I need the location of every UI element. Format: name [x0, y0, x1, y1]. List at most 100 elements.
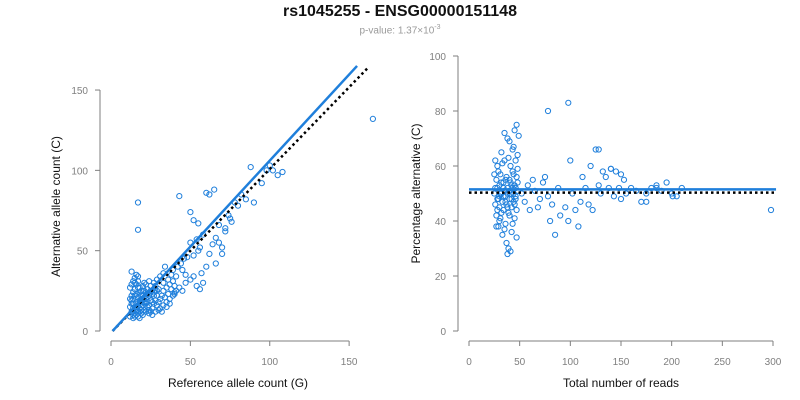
data-point — [579, 173, 586, 181]
data-point — [128, 297, 135, 304]
data-point — [153, 287, 161, 294]
data-point — [130, 300, 137, 307]
data-point — [173, 273, 180, 280]
data-point — [193, 236, 200, 243]
data-point — [496, 193, 503, 200]
data-point — [767, 206, 775, 214]
data-point — [211, 186, 218, 193]
data-point — [219, 250, 226, 257]
data-point — [142, 300, 149, 307]
data-point — [509, 146, 516, 153]
data-point — [502, 220, 509, 227]
data-point — [492, 157, 499, 164]
data-point — [227, 215, 234, 222]
x-axis-label: Reference allele count (G) — [168, 376, 308, 390]
data-point — [562, 204, 569, 211]
data-point — [219, 244, 226, 251]
x-tick-label: 250 — [714, 357, 731, 368]
data-point — [138, 307, 145, 314]
data-point — [499, 231, 506, 238]
chart-title: rs1045255 - ENSG00000151148 — [283, 3, 517, 20]
data-point — [250, 199, 257, 206]
data-point — [511, 127, 518, 134]
data-point — [595, 182, 602, 189]
data-point — [176, 284, 183, 291]
data-point — [215, 221, 222, 229]
data-point — [142, 281, 149, 288]
y-tick-label: 150 — [71, 86, 88, 97]
data-point — [494, 206, 501, 214]
data-point — [190, 217, 197, 224]
data-point — [529, 176, 536, 183]
data-point — [269, 167, 276, 174]
x-tick-label: 100 — [261, 357, 278, 368]
y-tick-label: 20 — [435, 272, 447, 283]
y-tick-label: 60 — [435, 162, 447, 173]
data-point — [134, 226, 142, 233]
data-point — [161, 263, 169, 270]
data-point — [511, 215, 518, 222]
data-point — [638, 198, 645, 205]
data-point — [190, 252, 197, 259]
data-point — [158, 308, 165, 315]
data-point — [505, 154, 512, 161]
y-tick-label: 50 — [77, 247, 89, 258]
x-tick-label: 50 — [514, 357, 526, 368]
data-point — [547, 217, 554, 225]
data-point — [526, 206, 533, 214]
data-point — [501, 129, 508, 137]
data-point — [509, 168, 516, 175]
data-point — [160, 287, 167, 294]
data-point — [620, 176, 628, 183]
data-point — [510, 171, 517, 178]
data-point — [610, 193, 618, 200]
data-point — [544, 193, 552, 200]
data-point — [512, 195, 519, 203]
x-tick-label: 150 — [613, 357, 630, 368]
data-point — [274, 172, 281, 179]
data-point — [515, 132, 522, 139]
data-point — [160, 279, 167, 286]
data-point — [141, 307, 148, 314]
data-point — [595, 146, 602, 153]
data-point — [509, 220, 516, 227]
data-point — [503, 201, 510, 208]
x-axis-label: Total number of reads — [563, 376, 679, 390]
data-point — [209, 241, 216, 248]
data-point — [127, 284, 134, 291]
data-point — [653, 182, 660, 189]
data-point — [222, 228, 229, 235]
data-point — [144, 299, 151, 306]
data-point — [206, 191, 213, 198]
data-point — [165, 276, 172, 283]
data-point — [493, 176, 500, 183]
data-point — [498, 179, 505, 186]
y-axis-label: Alternative allele count (C) — [49, 136, 63, 277]
data-point — [544, 107, 552, 115]
data-point — [514, 179, 521, 186]
data-point — [599, 168, 606, 175]
data-point — [212, 260, 219, 267]
data-point — [196, 244, 203, 251]
data-point — [510, 190, 517, 197]
data-point — [502, 198, 509, 205]
data-point — [549, 201, 556, 208]
data-point — [206, 250, 213, 257]
data-point — [134, 278, 142, 285]
data-point — [507, 179, 514, 186]
y-tick-label: 40 — [435, 217, 447, 228]
data-point — [496, 217, 503, 225]
data-point — [506, 138, 513, 145]
x-tick-label: 0 — [108, 357, 114, 368]
data-point — [127, 303, 134, 310]
data-point — [510, 143, 517, 150]
data-point — [193, 282, 200, 290]
data-point — [133, 281, 140, 288]
x-tick-label: 50 — [185, 357, 197, 368]
data-point — [134, 313, 142, 320]
data-point — [157, 305, 164, 312]
data-point — [215, 239, 222, 246]
data-point — [617, 195, 625, 203]
data-point — [149, 311, 156, 318]
